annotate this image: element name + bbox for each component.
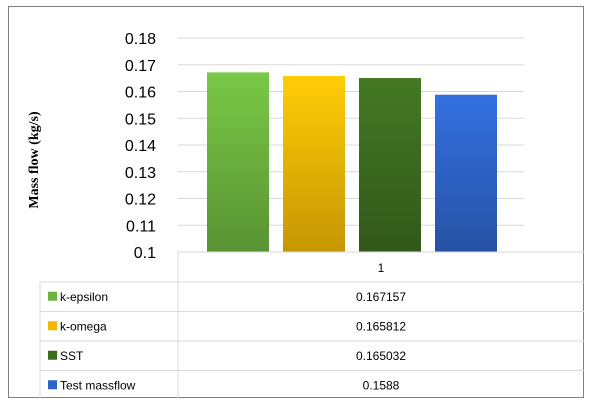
y-tick-label: 0.11: [126, 218, 156, 235]
y-tick-label: 0.18: [125, 31, 156, 48]
y-tick-label: 0.16: [125, 85, 156, 102]
y-tick-label: 0.15: [125, 111, 156, 128]
bar-sst: [359, 78, 421, 252]
legend-label: SST: [60, 349, 84, 363]
legend-swatch: [48, 380, 57, 390]
y-tick-label: 0.12: [125, 192, 156, 209]
legend-label: Test massflow: [60, 378, 136, 392]
legend-swatch: [48, 321, 57, 331]
category-label: 1: [378, 261, 385, 275]
legend-swatch: [48, 291, 57, 301]
data-label: 0.165032: [356, 349, 406, 363]
legend-label: k-epsilon: [60, 290, 108, 304]
bar-test-massflow: [435, 94, 497, 253]
y-tick-label: 0.13: [125, 165, 156, 182]
y-tick-label: 0.17: [125, 58, 156, 75]
data-label: 0.1588: [363, 378, 400, 392]
legend-label: k-omega: [60, 319, 107, 333]
bars: [207, 72, 497, 253]
data-table: 1 k-epsilon 0.167157 k-omega 0.165812 SST 0.16…: [39, 251, 584, 398]
legend-swatch: [48, 350, 57, 360]
y-axis-ticks: 0.18 0.17 0.16 0.15 0.14 0.13 0.12 0.11 0.1: [125, 31, 156, 262]
y-tick-label: 0.14: [125, 138, 156, 155]
y-tick-label: 0.1: [134, 245, 156, 262]
y-axis-label: Mass flow (kg/s): [27, 111, 42, 209]
bar-k-epsilon: [207, 72, 269, 252]
data-label: 0.165812: [356, 319, 406, 333]
data-label: 0.167157: [356, 290, 406, 304]
bar-k-omega: [283, 75, 345, 252]
